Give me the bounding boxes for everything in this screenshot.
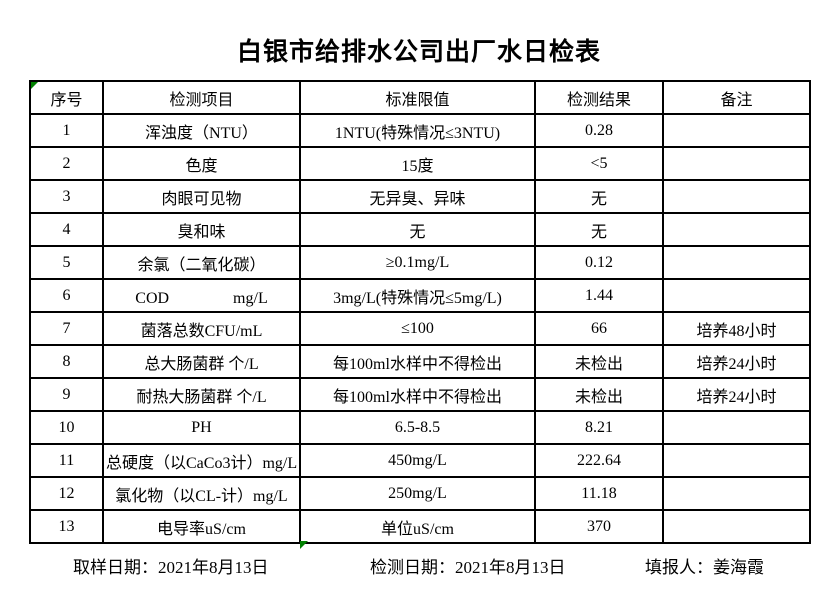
cell-corner-indicator-icon (300, 541, 308, 549)
table-row: 11 总硬度（以CaCo3计）mg/L 450mg/L 222.64 (29, 443, 811, 478)
cell-note (662, 443, 811, 478)
cell-limit: 15度 (299, 146, 536, 181)
table-row: 1 浑浊度（NTU） 1NTU(特殊情况≤3NTU) 0.28 (29, 113, 811, 148)
cell-item: 耐热大肠菌群 个/L (102, 377, 301, 412)
cell-limit: 1NTU(特殊情况≤3NTU) (299, 113, 536, 148)
page-title: 白银市给排水公司出厂水日检表 (236, 39, 601, 66)
cell-result: 222.64 (534, 443, 664, 478)
cell-result: 11.18 (534, 476, 664, 511)
cell-result: 66 (534, 311, 664, 346)
cell-limit: 每100ml水样中不得检出 (299, 344, 536, 379)
cell-limit: 3mg/L(特殊情况≤5mg/L) (299, 278, 536, 313)
reporter: 填报人：姜海霞 (645, 558, 764, 577)
cell-result: 0.28 (534, 113, 664, 148)
table-row: 13 电导率uS/cm 单位uS/cm 370 (29, 509, 811, 544)
cell-item: 肉眼可见物 (102, 179, 301, 214)
header-row: 序号 检测项目 标准限值 检测结果 备注 (29, 80, 811, 115)
cell-result: 无 (534, 212, 664, 247)
cell-no: 5 (29, 245, 104, 280)
cell-item: PH (102, 410, 301, 445)
cell-no: 11 (29, 443, 104, 478)
cell-note (662, 113, 811, 148)
table-row: 4 臭和味 无 无 (29, 212, 811, 247)
inspection-table: 序号 检测项目 标准限值 检测结果 备注 1 浑浊度（NTU） 1NTU(特殊情… (29, 80, 811, 544)
cell-no: 6 (29, 278, 104, 313)
cell-result: 未检出 (534, 377, 664, 412)
header-serial-number: 序号 (29, 80, 104, 115)
table-row: 8 总大肠菌群 个/L 每100ml水样中不得检出 未检出 培养24小时 (29, 344, 811, 379)
cell-item: 氯化物（以CL-计）mg/L (102, 476, 301, 511)
cell-item: 总大肠菌群 个/L (102, 344, 301, 379)
cell-limit: ≤100 (299, 311, 536, 346)
header-remarks: 备注 (662, 80, 811, 115)
table-row: 12 氯化物（以CL-计）mg/L 250mg/L 11.18 (29, 476, 811, 511)
cell-no: 3 (29, 179, 104, 214)
cell-item: 菌落总数CFU/mL (102, 311, 301, 346)
cell-limit: 每100ml水样中不得检出 (299, 377, 536, 412)
header-standard-limit: 标准限值 (299, 80, 536, 115)
table-row: 3 肉眼可见物 无异臭、异味 无 (29, 179, 811, 214)
cell-limit: 无异臭、异味 (299, 179, 536, 214)
cell-note (662, 476, 811, 511)
table-row: 6 COD mg/L 3mg/L(特殊情况≤5mg/L) 1.44 (29, 278, 811, 313)
cell-result: 370 (534, 509, 664, 544)
cell-result: 无 (534, 179, 664, 214)
cell-result: 1.44 (534, 278, 664, 313)
cell-result: 8.21 (534, 410, 664, 445)
cell-no: 2 (29, 146, 104, 181)
cell-item: 电导率uS/cm (102, 509, 301, 544)
cell-item: 余氯（二氧化碳） (102, 245, 301, 280)
cell-limit: ≥0.1mg/L (299, 245, 536, 280)
sampling-date: 取样日期：2021年8月13日 (73, 558, 269, 577)
cell-item: 色度 (102, 146, 301, 181)
footer: 取样日期：2021年8月13日 检测日期：2021年8月13日 填报人：姜海霞 (0, 553, 838, 577)
cell-no: 10 (29, 410, 104, 445)
cell-note (662, 509, 811, 544)
table-row: 10 PH 6.5-8.5 8.21 (29, 410, 811, 445)
cell-no: 13 (29, 509, 104, 544)
cell-note: 培养24小时 (662, 377, 811, 412)
cell-note (662, 212, 811, 247)
table-row: 9 耐热大肠菌群 个/L 每100ml水样中不得检出 未检出 培养24小时 (29, 377, 811, 412)
cell-no: 7 (29, 311, 104, 346)
header-test-result: 检测结果 (534, 80, 664, 115)
cell-no: 8 (29, 344, 104, 379)
cell-result: 0.12 (534, 245, 664, 280)
cell-limit: 250mg/L (299, 476, 536, 511)
cell-item: COD mg/L (102, 278, 301, 313)
cell-item: 总硬度（以CaCo3计）mg/L (102, 443, 301, 478)
cell-no: 12 (29, 476, 104, 511)
cell-limit: 无 (299, 212, 536, 247)
cell-note (662, 146, 811, 181)
cell-no: 4 (29, 212, 104, 247)
cell-limit: 450mg/L (299, 443, 536, 478)
table-row: 7 菌落总数CFU/mL ≤100 66 培养48小时 (29, 311, 811, 346)
test-date: 检测日期：2021年8月13日 (370, 558, 566, 577)
cell-result: <5 (534, 146, 664, 181)
cell-note: 培养48小时 (662, 311, 811, 346)
cell-no: 1 (29, 113, 104, 148)
cell-corner-indicator-icon (32, 83, 38, 89)
cell-limit: 单位uS/cm (299, 509, 536, 544)
header-serial-number-label: 序号 (50, 91, 83, 109)
cell-no: 9 (29, 377, 104, 412)
cell-note (662, 245, 811, 280)
cell-result: 未检出 (534, 344, 664, 379)
cell-note (662, 410, 811, 445)
cell-item: 浑浊度（NTU） (102, 113, 301, 148)
cell-note (662, 179, 811, 214)
table-row: 2 色度 15度 <5 (29, 146, 811, 181)
cell-limit: 6.5-8.5 (299, 410, 536, 445)
cell-item: 臭和味 (102, 212, 301, 247)
header-test-item: 检测项目 (102, 80, 301, 115)
cell-note (662, 278, 811, 313)
cell-note: 培养24小时 (662, 344, 811, 379)
table-row: 5 余氯（二氧化碳） ≥0.1mg/L 0.12 (29, 245, 811, 280)
